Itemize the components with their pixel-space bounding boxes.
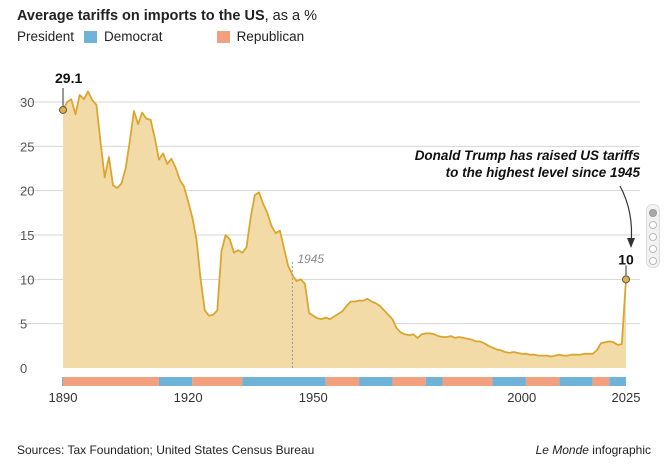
- president-term-republican: [326, 377, 359, 386]
- president-term-democrat: [159, 377, 192, 386]
- president-term-republican: [526, 377, 559, 386]
- x-tick-label: 2000: [507, 390, 536, 405]
- president-term-democrat: [359, 377, 392, 386]
- scroll-dot[interactable]: [649, 257, 657, 265]
- scroll-dot[interactable]: [649, 221, 657, 229]
- y-tick-label: 10: [20, 272, 34, 287]
- president-term-democrat: [242, 377, 325, 386]
- scroll-dot[interactable]: [649, 209, 657, 217]
- callout-line-2: to the highest level since 1945: [446, 165, 641, 180]
- president-term-democrat: [426, 377, 443, 386]
- y-tick-label: 25: [20, 139, 34, 154]
- y-tick-label: 15: [20, 228, 34, 243]
- x-tick-label: 1920: [174, 390, 203, 405]
- area-layer: [63, 91, 626, 368]
- president-term-democrat: [62, 377, 63, 386]
- y-tick-label: 30: [20, 95, 34, 110]
- scroll-indicator[interactable]: [646, 204, 660, 268]
- y-tick-label: 0: [20, 361, 27, 376]
- y-tick-label: 5: [20, 317, 27, 332]
- president-term-republican: [392, 377, 425, 386]
- credit-suffix: infographic: [589, 443, 651, 457]
- tariff-area: [63, 91, 626, 368]
- president-term-republican: [192, 377, 242, 386]
- x-tick-label: 2025: [612, 390, 641, 405]
- end-value-label: 10: [618, 251, 634, 267]
- president-term-republican: [593, 377, 610, 386]
- start-point: [60, 106, 67, 113]
- scroll-dot[interactable]: [649, 245, 657, 253]
- scroll-dot[interactable]: [649, 233, 657, 241]
- president-term-democrat: [559, 377, 592, 386]
- president-band: [62, 377, 626, 386]
- footer-sources: Sources: Tax Foundation; United States C…: [17, 443, 314, 457]
- y-tick-label: 20: [20, 184, 34, 199]
- president-term-democrat: [493, 377, 526, 386]
- president-term-republican: [63, 377, 159, 386]
- marker-label-1945: 1945: [297, 252, 324, 266]
- start-value-label: 29.1: [55, 70, 82, 86]
- x-tick-label: 1950: [299, 390, 328, 405]
- credit-brand: Le Monde: [536, 443, 589, 457]
- callout-arrowhead: [627, 238, 635, 248]
- end-point: [623, 276, 630, 283]
- x-tick-label: 1890: [49, 390, 78, 405]
- tariff-chart: 0510152025301890 1920 1950 2000 2025 194529.…: [0, 0, 669, 472]
- footer-credit: Le Monde infographic: [536, 443, 651, 457]
- president-term-republican: [443, 377, 493, 386]
- callout-line-1: Donald Trump has raised US tariffs: [415, 148, 641, 163]
- president-term-democrat: [609, 377, 626, 386]
